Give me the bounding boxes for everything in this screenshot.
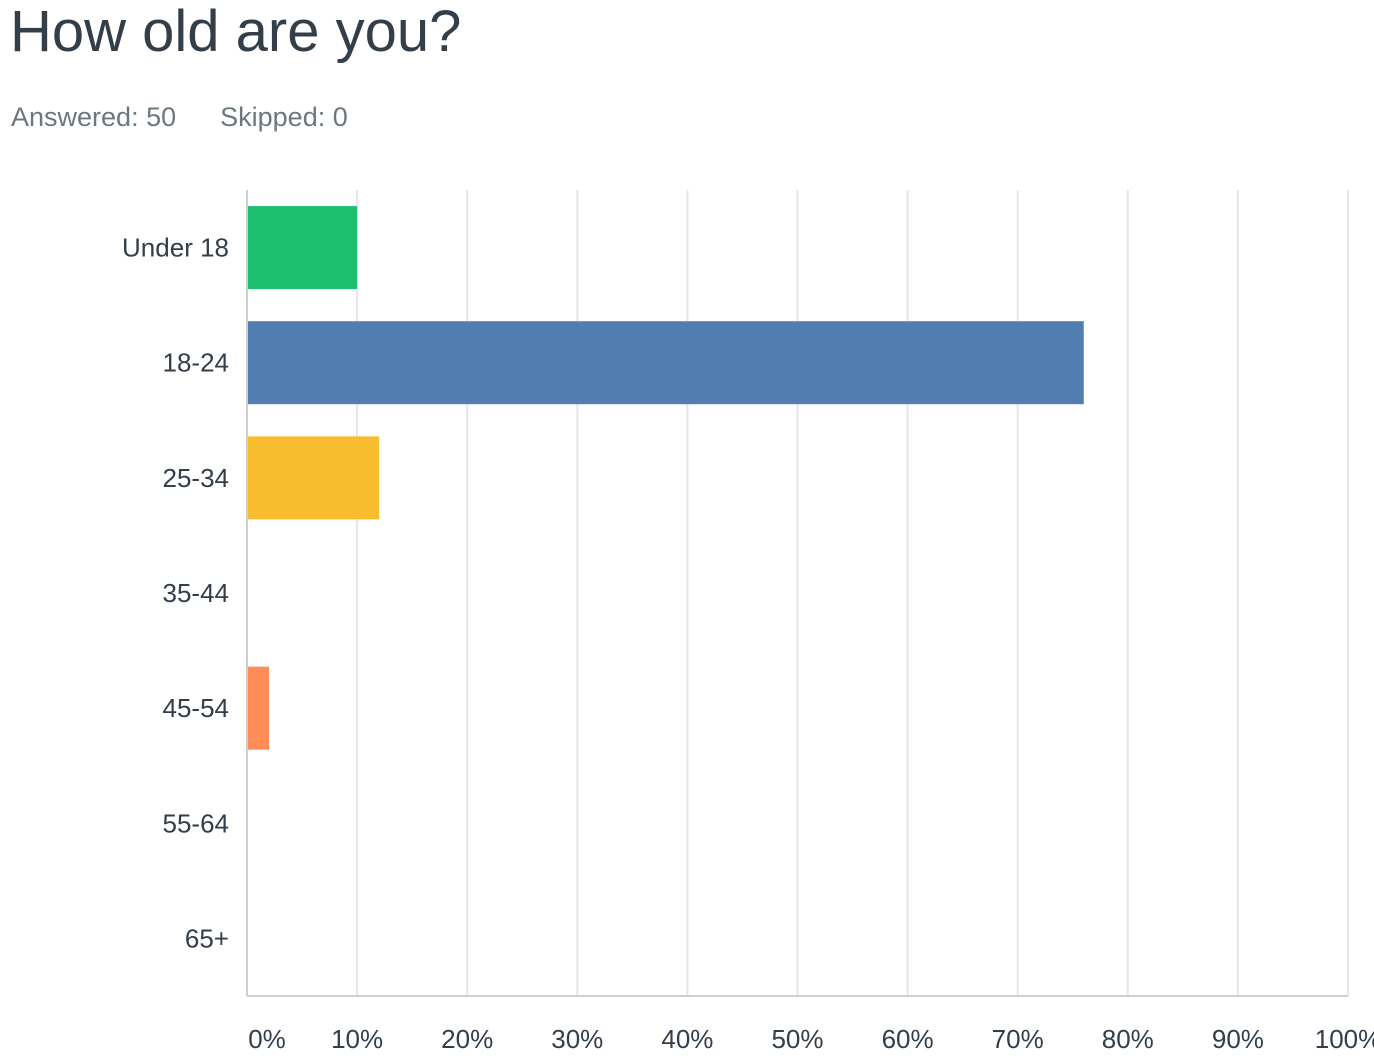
category-label: 35-44	[163, 578, 230, 608]
chart-axes	[246, 190, 1348, 997]
category-label: 45-54	[163, 693, 230, 723]
x-tick-label: 20%	[441, 1024, 493, 1054]
question-title: How old are you?	[10, 0, 462, 64]
chart-gridlines	[356, 190, 1349, 996]
x-tick-labels: 0% 10% 20% 30% 40% 50% 60% 70% 80% 90% 100%	[248, 1024, 1374, 1054]
category-label: 25-34	[163, 463, 230, 493]
x-tick-label: 60%	[882, 1024, 934, 1054]
bar[interactable]	[247, 436, 380, 520]
answered-stat: Answered: 50	[11, 100, 176, 134]
bar[interactable]	[247, 206, 358, 290]
skipped-stat: Skipped: 0	[220, 100, 348, 134]
skipped-label: Skipped:	[220, 102, 326, 132]
bar[interactable]	[247, 321, 1084, 405]
x-tick-label: 50%	[771, 1024, 823, 1054]
category-label: 65+	[185, 923, 229, 953]
answered-count: 50	[146, 102, 177, 132]
category-label: 55-64	[163, 808, 230, 838]
category-labels: Under 18 18-24 25-34 35-44 45-54 55-64 65+	[122, 233, 229, 954]
x-tick-label: 90%	[1212, 1024, 1264, 1054]
x-tick-label: 40%	[661, 1024, 713, 1054]
category-label: Under 18	[122, 233, 229, 263]
x-tick-label: 80%	[1102, 1024, 1154, 1054]
answered-label: Answered:	[11, 102, 139, 132]
x-tick-label: 10%	[331, 1024, 383, 1054]
chart-bars	[247, 206, 1084, 750]
skipped-count: 0	[332, 102, 348, 132]
bar[interactable]	[247, 666, 270, 750]
x-tick-label: 100%	[1315, 1024, 1374, 1054]
response-stats: Answered: 50 Skipped: 0	[11, 100, 348, 134]
x-tick-label: 70%	[992, 1024, 1044, 1054]
x-tick-label: 0%	[248, 1024, 286, 1054]
x-tick-label: 30%	[551, 1024, 603, 1054]
category-label: 18-24	[163, 348, 230, 378]
